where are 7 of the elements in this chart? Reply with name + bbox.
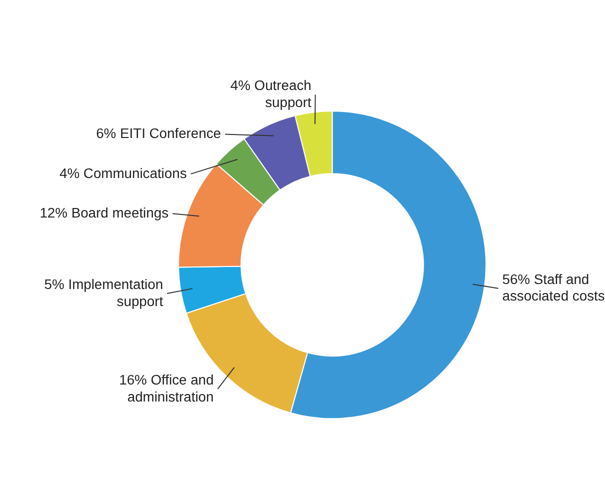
slice-label: 16% Office and administration [119,371,214,404]
slice-label: 4% Communications [60,164,187,181]
slice-label: 56% Staff and associated costs [502,270,605,304]
slice-label: 4% Outreach support [230,77,312,110]
slice-label: 12% Board meetings [40,204,169,221]
slice-label: 6% EITI Conference [96,125,222,142]
slice-label: 5% Implementation support [44,276,164,309]
